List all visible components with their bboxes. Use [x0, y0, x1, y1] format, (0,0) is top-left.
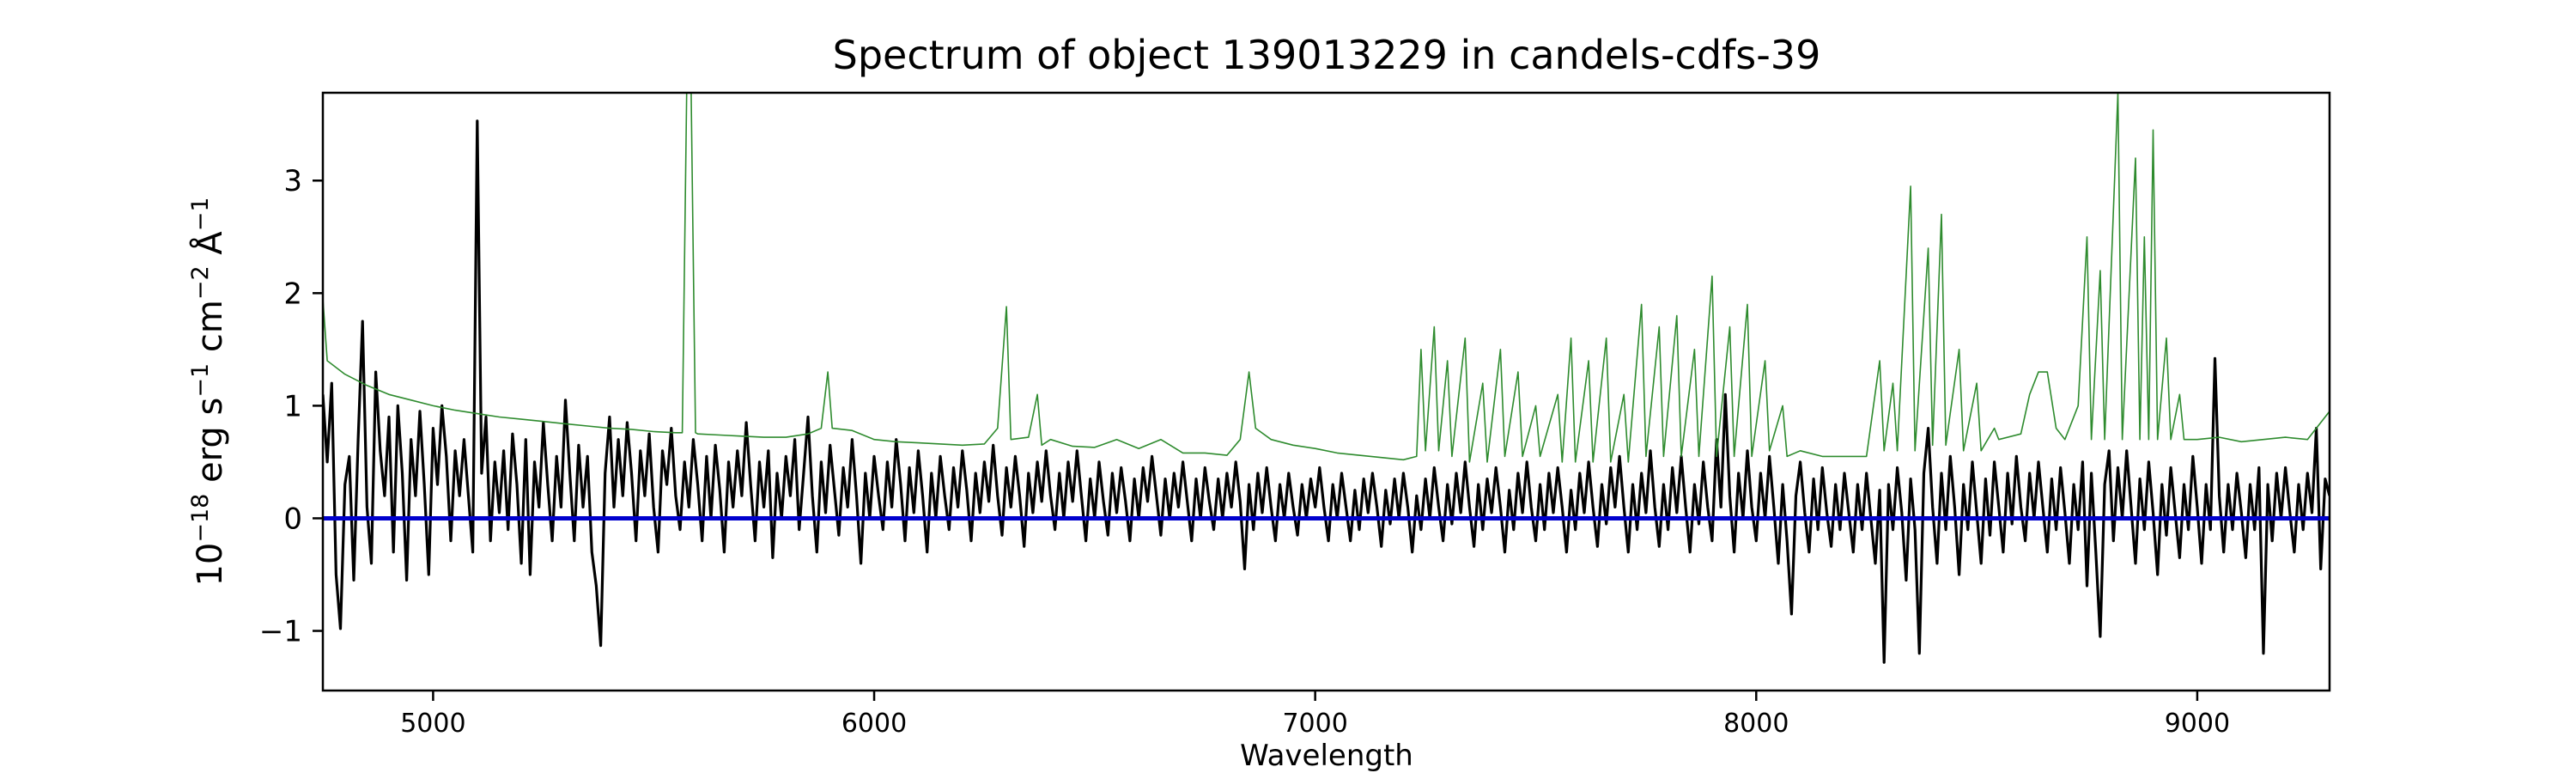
x-tick-label: 9000 [2165, 709, 2230, 739]
x-tick-label: 5000 [400, 709, 465, 739]
series-line-1 [323, 119, 2330, 664]
y-axis-label: 10−18 erg s−1 cm−2 Å−1 [187, 197, 230, 586]
x-tick-label: 7000 [1282, 709, 1347, 739]
y-tick-label: 0 [283, 502, 302, 536]
y-tick-label: 1 [283, 389, 302, 423]
plot-frame [321, 91, 2331, 692]
series-layer [323, 93, 2330, 664]
x-axis-label: Wavelength [1240, 739, 1413, 773]
y-tick-label: −1 [259, 615, 302, 649]
series-line-2 [323, 93, 2330, 463]
x-axis-ticks: 5000 6000 7000 8000 9000 [400, 691, 2230, 739]
y-tick-label: 3 [283, 164, 302, 198]
y-axis-ticks: −1 0 1 2 3 [259, 164, 323, 649]
chart-title: Spectrum of object 139013229 in candels-… [833, 32, 1821, 78]
x-tick-label: 6000 [841, 709, 907, 739]
x-tick-label: 8000 [1723, 709, 1789, 739]
y-tick-label: 2 [283, 277, 302, 311]
